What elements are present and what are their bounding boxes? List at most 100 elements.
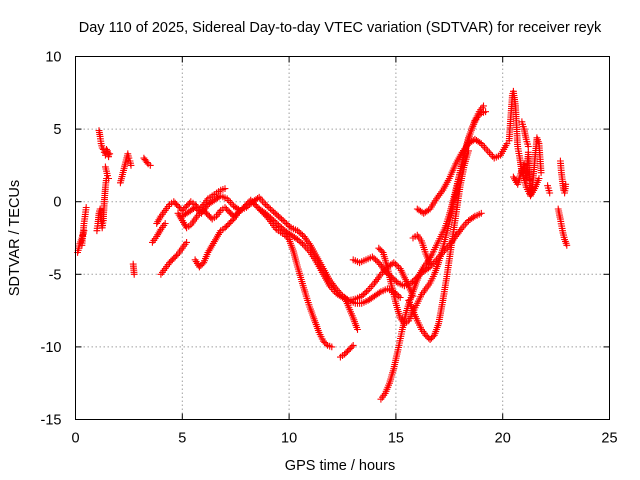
data-point-marker [267, 205, 274, 213]
data-point-marker [349, 342, 357, 349]
data-point-marker [183, 239, 190, 246]
data-point-marker [284, 221, 292, 229]
data-point-marker [537, 169, 545, 177]
data-point-marker [98, 144, 106, 152]
data-point-marker [345, 346, 353, 354]
data-point-marker [392, 260, 399, 268]
series-t5 [102, 163, 112, 182]
data-point-marker [476, 139, 484, 146]
y-tick-label: -10 [41, 340, 62, 356]
series-t17 [341, 294, 361, 333]
data-point-marker [221, 204, 229, 211]
data-point-marker [227, 199, 234, 206]
data-point-marker [375, 244, 383, 252]
data-point-marker [396, 294, 404, 301]
data-point-marker [228, 217, 236, 224]
data-point-marker [104, 172, 111, 179]
data-point-marker [546, 189, 554, 197]
data-point-marker [348, 343, 356, 351]
data-points [74, 87, 571, 403]
data-point-marker [375, 289, 383, 297]
data-point-marker [295, 237, 303, 245]
series-t19 [377, 102, 487, 403]
data-point-marker [322, 340, 330, 348]
data-point-marker [265, 212, 273, 220]
data-point-marker [380, 266, 388, 274]
data-point-marker [275, 212, 282, 220]
data-point-marker [268, 207, 276, 214]
data-point-marker [275, 221, 282, 229]
series-t8 [140, 154, 154, 169]
data-point-marker [174, 202, 182, 210]
data-point-marker [105, 175, 112, 182]
data-point-marker [295, 228, 303, 236]
data-point-marker [221, 185, 229, 192]
data-point-marker [125, 154, 133, 162]
y-tick-label: 0 [53, 195, 61, 211]
data-point-marker [304, 238, 312, 246]
data-point-marker [273, 220, 281, 227]
chart-title: Day 110 of 2025, Sidereal Day-to-day VTE… [79, 20, 602, 36]
data-point-marker [390, 259, 398, 267]
data-point-marker [271, 209, 279, 217]
data-point-marker [524, 143, 532, 150]
data-point-marker [560, 186, 567, 194]
data-point-marker [407, 279, 415, 287]
data-point-marker [328, 343, 336, 351]
data-point-marker [270, 208, 277, 216]
data-point-marker [270, 217, 277, 224]
data-point-marker [221, 224, 229, 232]
data-point-marker [161, 220, 169, 227]
data-point-marker [469, 213, 477, 221]
data-point-marker [103, 146, 110, 153]
series-t3 [93, 175, 110, 235]
data-point-marker [262, 209, 269, 217]
data-point-marker [395, 292, 402, 300]
series-t10 [157, 239, 190, 278]
x-tick-label: 25 [601, 431, 617, 447]
data-point-marker [354, 326, 361, 333]
data-point-marker [422, 331, 430, 339]
data-point-marker [227, 209, 235, 217]
data-point-marker [180, 205, 188, 213]
x-tick-label: 15 [388, 431, 404, 447]
data-point-marker [227, 218, 235, 226]
data-point-marker [263, 202, 271, 210]
data-point-marker [480, 102, 487, 110]
data-point-marker [130, 270, 138, 278]
x-axis-label: GPS time / hours [285, 458, 395, 474]
data-point-marker [346, 345, 354, 352]
data-point-marker [563, 241, 571, 249]
data-point-marker [197, 262, 205, 269]
data-point-marker [299, 240, 306, 248]
data-point-marker [301, 234, 309, 242]
data-point-marker [369, 253, 376, 261]
data-point-marker [372, 256, 379, 264]
data-point-marker [341, 350, 348, 358]
series-t22 [413, 135, 511, 217]
data-point-marker [477, 209, 485, 217]
data-point-marker [425, 264, 432, 272]
data-point-marker [271, 218, 279, 226]
data-point-marker [359, 291, 367, 298]
data-point-marker [373, 276, 381, 283]
data-point-marker [244, 202, 252, 210]
series-t7 [129, 260, 138, 278]
data-point-marker [378, 262, 385, 270]
data-point-marker [425, 206, 432, 214]
data-point-marker [435, 191, 443, 199]
data-point-marker [371, 279, 378, 287]
data-point-marker [458, 148, 466, 156]
data-point-marker [337, 293, 345, 300]
data-point-marker [252, 202, 260, 210]
data-point-marker [243, 204, 250, 211]
data-point-marker [194, 207, 202, 214]
series-t28 [557, 157, 570, 197]
data-point-marker [376, 246, 384, 253]
series-t6 [117, 150, 135, 187]
data-point-marker [461, 220, 469, 228]
data-point-marker [143, 159, 151, 166]
data-point-marker [273, 211, 281, 219]
data-point-marker [173, 201, 180, 208]
